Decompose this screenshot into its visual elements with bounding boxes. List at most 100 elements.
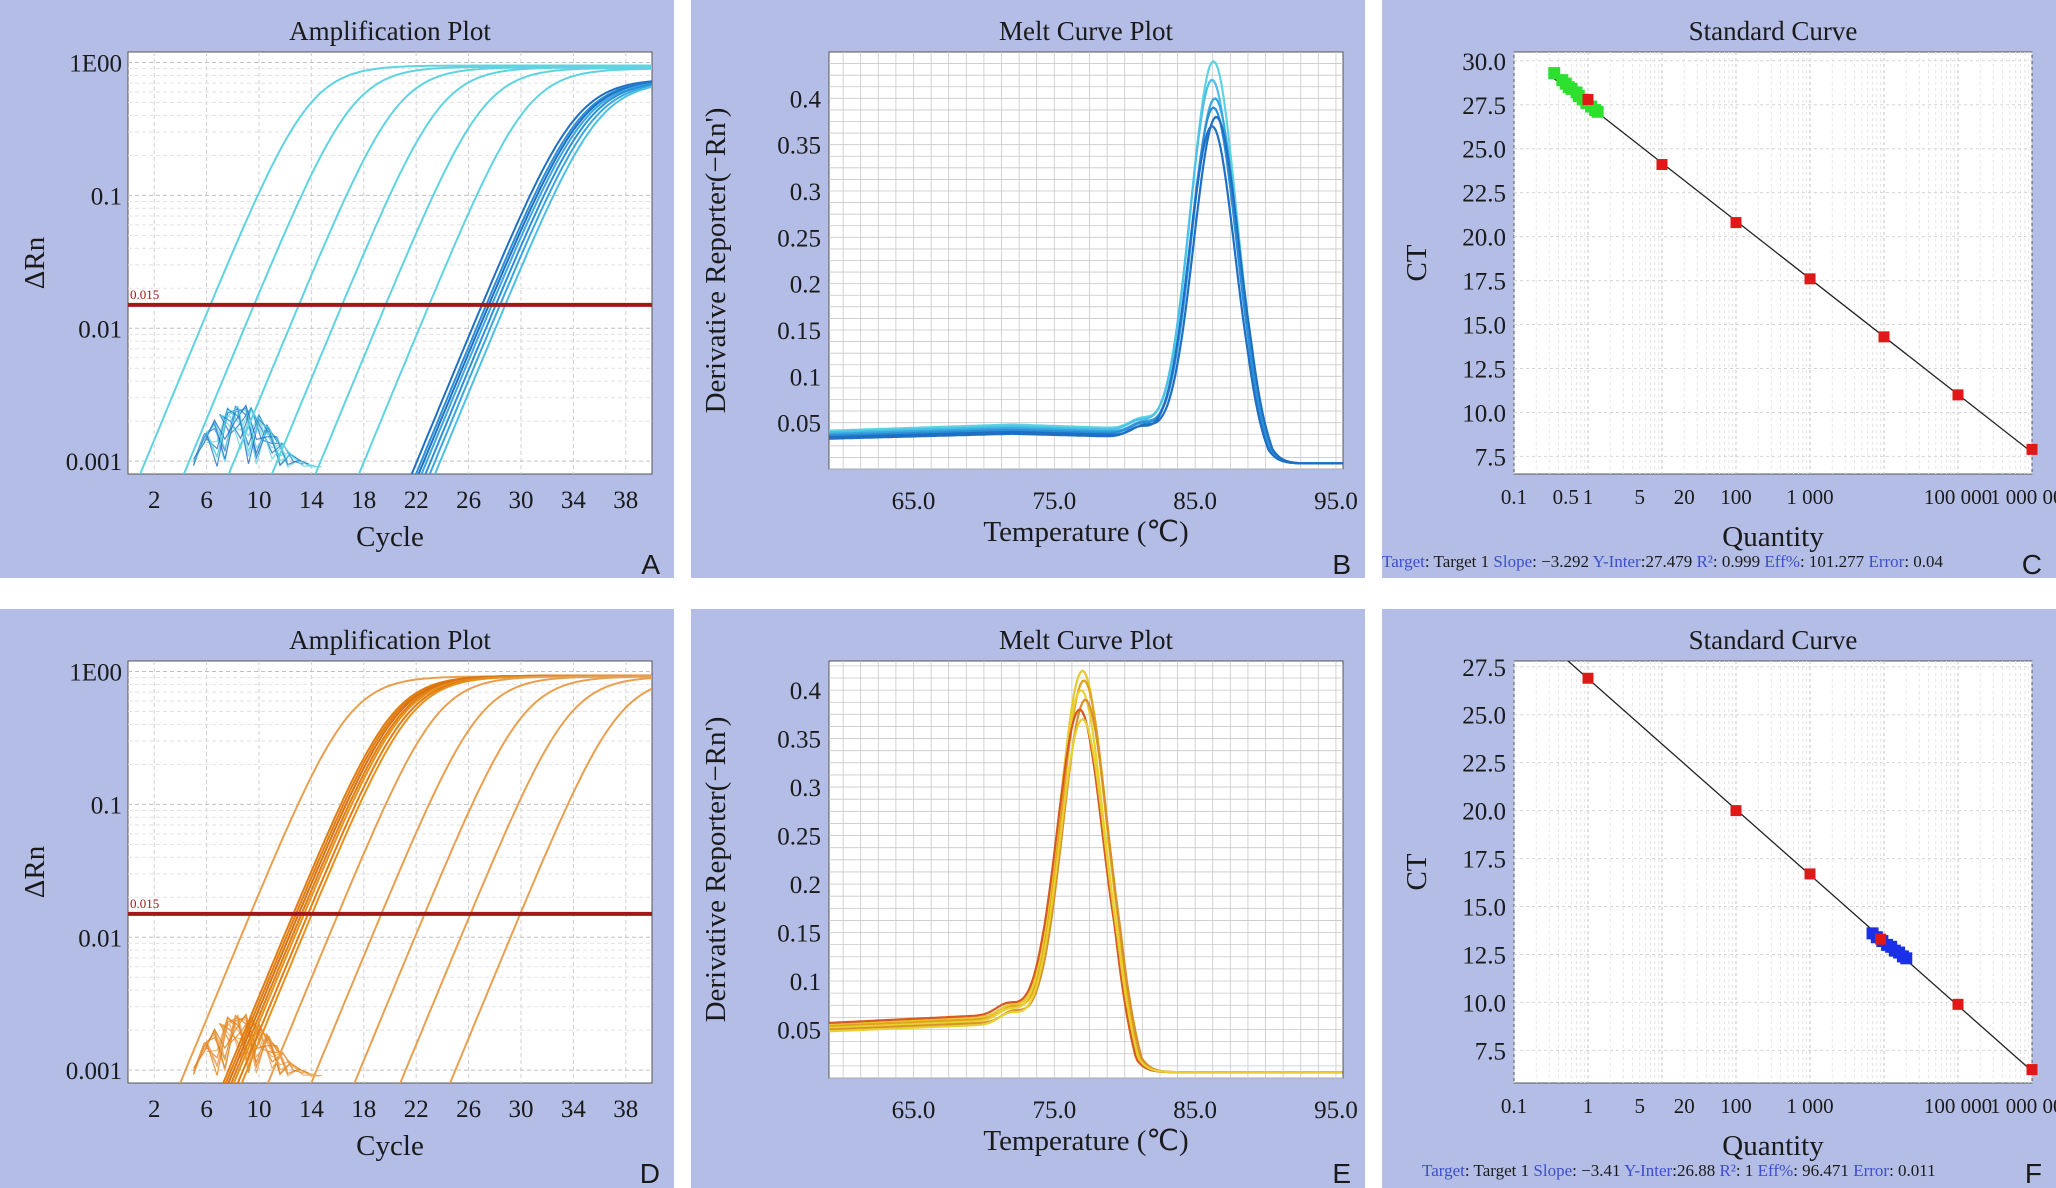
x-tick-label: 75.0 (1032, 488, 1076, 515)
x-tick-label: 1 000 000 (1990, 485, 2056, 509)
x-tick-label: 38 (613, 487, 638, 514)
chart-a-plot-area (127, 51, 653, 475)
y-tick-label: 0.25 (777, 225, 821, 252)
y-tick-label: 0.3 (790, 179, 821, 206)
x-tick-label: 26 (456, 1096, 481, 1123)
amplification-curve-10 (420, 82, 652, 474)
y-tick-label: 12.5 (1462, 357, 1506, 384)
standard-point-3 (1730, 217, 1742, 229)
y-tick-label: 0.4 (790, 86, 822, 113)
amplification-curve-5 (314, 67, 652, 474)
y-tick-label: 25.0 (1462, 137, 1506, 164)
stats-f: Target: Target 1 Slope: −3.41 Y-Inter:26… (1422, 1161, 2056, 1181)
y-tick-label: 20.0 (1462, 225, 1506, 252)
standard-point-3 (1804, 868, 1816, 880)
x-tick-label: 100 000 (1924, 485, 1992, 509)
x-tick-label: 34 (561, 487, 587, 514)
y-tick-label: 7.5 (1475, 444, 1506, 471)
stats-value: : −3.41 (1572, 1161, 1625, 1180)
standard-point-4 (1804, 273, 1816, 285)
x-tick-label: 10 (247, 1096, 272, 1123)
standard-point-5 (1952, 998, 1964, 1010)
x-tick-label: 22 (404, 1096, 429, 1123)
y-tick-label: 22.5 (1462, 181, 1506, 208)
chart-f-plot-area (1513, 660, 2033, 1084)
x-tick-label: 26 (456, 487, 481, 514)
panel-letter-b: B (1332, 549, 1351, 578)
panel-d-amplification: Amplification Plot D 2 6 10 14 18 22 26 30 34 38 1E0… (0, 609, 674, 1188)
chart-e-plot-area (828, 660, 1344, 1079)
y-tick-label: 0.25 (777, 824, 821, 851)
panel-letter-d: D (640, 1158, 660, 1188)
stats-value: : Target 1 (1464, 1161, 1534, 1180)
y-tick-label: 0.01 (78, 316, 122, 343)
stats-key: Error (1853, 1161, 1890, 1180)
stats-value: : 1 (1735, 1161, 1758, 1180)
chart-e-title: Melt Curve Plot (999, 625, 1173, 655)
y-tick-label: 0.1 (790, 969, 821, 996)
x-tick-label: 0.1 (1501, 1094, 1527, 1118)
stats-value: : 0.999 (1712, 552, 1765, 571)
chart-c-plot-area (1513, 51, 2033, 475)
y-tick-label: 0.35 (777, 133, 821, 160)
y-tick-label: 20.0 (1462, 799, 1506, 826)
stats-key: Eff% (1757, 1161, 1794, 1180)
chart-b-title: Melt Curve Plot (999, 16, 1173, 46)
chart-a-title: Amplification Plot (289, 16, 491, 46)
chart-a-grid (128, 52, 652, 474)
x-tick-label: 10 (247, 487, 272, 514)
y-tick-label: 0.001 (66, 1058, 122, 1085)
stats-value: :27.479 (1640, 552, 1697, 571)
chart-f-title: Standard Curve (1689, 625, 1858, 655)
standard-point-4 (1875, 933, 1887, 945)
y-tick-label: 27.5 (1462, 93, 1506, 120)
x-tick-label: 85.0 (1173, 488, 1217, 515)
stats-key: R² (1719, 1161, 1736, 1180)
stats-value: : 0.011 (1889, 1161, 1936, 1180)
stats-key: Y-Inter (1592, 552, 1641, 571)
y-tick-label: 30.0 (1462, 49, 1506, 76)
noise-trace (219, 408, 315, 468)
panel-letter-f: F (2025, 1158, 2042, 1188)
x-tick-label: 18 (351, 487, 376, 514)
amplification-curve-12 (399, 677, 652, 1083)
x-tick-label: 38 (613, 1096, 638, 1123)
chart-c-grid (1513, 52, 2033, 474)
melt-curve-5 (829, 115, 1343, 465)
x-tick-label: 0.5 (1553, 485, 1579, 509)
x-tick-label: 18 (351, 1096, 376, 1123)
amplification-curve-13 (449, 687, 652, 1083)
y-tick-label: 1E00 (69, 51, 122, 78)
y-tick-label: 0.1 (790, 364, 821, 391)
y-tick-label: 0.1 (91, 792, 122, 819)
stats-value: : Target 1 (1424, 552, 1494, 571)
chart-f-y-axis-label: CT (1401, 853, 1433, 890)
chart-d-x-axis-label: Cycle (356, 1130, 424, 1162)
noise-trace (206, 1016, 302, 1076)
y-tick-label: 0.4 (790, 678, 822, 705)
chart-b-x-axis-label: Temperature (℃) (983, 516, 1188, 548)
amplification-curve-10 (310, 675, 652, 1083)
x-tick-label: 2 (148, 487, 161, 514)
y-tick-label: 25.0 (1462, 703, 1506, 730)
y-tick-label: 17.5 (1462, 847, 1506, 874)
x-tick-label: 1 (1583, 1094, 1594, 1118)
y-tick-label: 0.05 (777, 1018, 821, 1045)
amplification-curve-9 (417, 81, 652, 474)
noise-trace (206, 1014, 291, 1071)
amplification-curve-7 (410, 80, 652, 474)
y-tick-label: 10.0 (1462, 990, 1506, 1017)
y-tick-label: 0.05 (777, 411, 821, 438)
threshold-label: 0.015 (130, 896, 159, 911)
chart-e-x-axis-label: Temperature (℃) (983, 1125, 1188, 1157)
x-tick-label: 20 (1674, 1094, 1695, 1118)
stats-value: : 101.277 (1799, 552, 1869, 571)
melt-curve-4 (829, 106, 1343, 465)
y-tick-label: 17.5 (1462, 269, 1506, 296)
chart-b-y-axis-label: Derivative Reporter(−Rn') (700, 108, 732, 414)
noise-trace (192, 404, 278, 460)
stats-key: Slope (1533, 1161, 1573, 1180)
x-tick-label: 30 (509, 487, 534, 514)
stats-value: :26.88 (1672, 1161, 1720, 1180)
y-tick-label: 15.0 (1462, 895, 1506, 922)
